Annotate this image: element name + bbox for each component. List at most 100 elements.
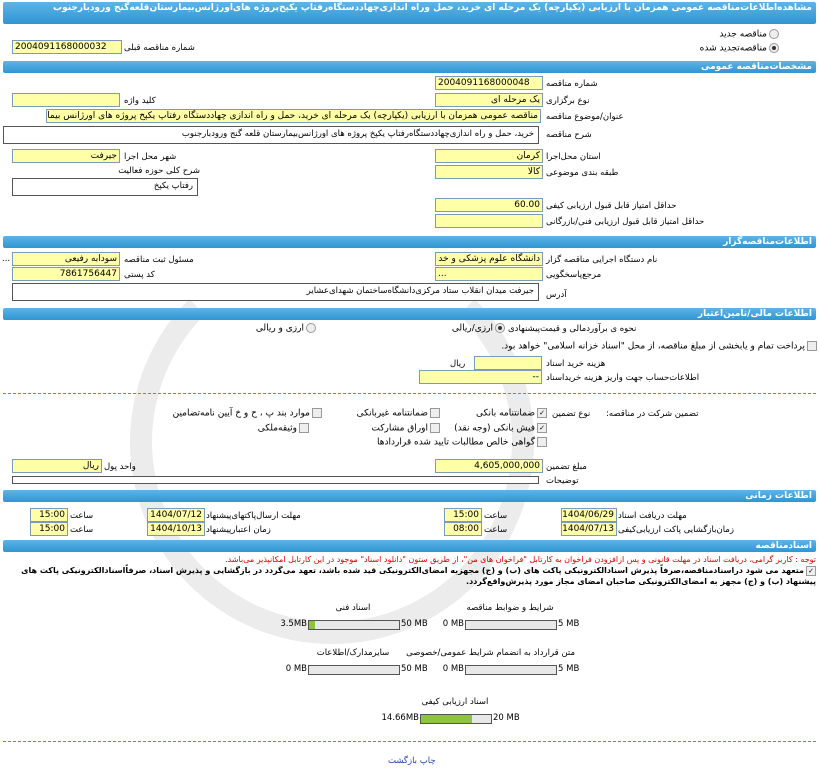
time-label: ساعت bbox=[70, 511, 94, 521]
province-label: استان محل‌اجرا bbox=[546, 152, 601, 162]
guarantee-label: تضمین شرکت در مناقصه: bbox=[606, 409, 699, 419]
reference-label: مرجع‌پاسخگویی bbox=[546, 270, 602, 280]
submit-deadline-label: مهلت ارسال‌پاکتهای‌پیشنهاد bbox=[206, 511, 301, 521]
responsible-label: مسئول ثبت مناقصه bbox=[124, 255, 194, 265]
min-tech-field[interactable] bbox=[435, 214, 543, 228]
keyword-field[interactable] bbox=[12, 93, 120, 107]
file-label: متن قرارداد به انضمام شرایط عمومی/خصوصی bbox=[406, 648, 575, 658]
divider bbox=[3, 393, 816, 394]
time-label: ساعت bbox=[70, 525, 94, 535]
address-box: جیرفت میدان انقلاب ستاد مرکزی‌دانشگاه‌سا… bbox=[12, 283, 539, 301]
description-label: شرح مناقصه bbox=[546, 130, 592, 140]
print-back-link[interactable]: چاپ بازگشت bbox=[388, 756, 436, 766]
section-timing: اطلاعات زمانی bbox=[3, 490, 816, 502]
min-quality-label: حداقل امتیاز قابل قبول ارزیابی کیفی bbox=[546, 201, 677, 211]
radio-both[interactable]: ارزی و ریالی bbox=[256, 323, 316, 334]
file-progress-bar bbox=[420, 714, 492, 724]
subject-field[interactable]: مناقصه عمومی همزمان با ارزیابی (یکپارچه)… bbox=[46, 109, 541, 123]
file-label: سایرمدارک/اطلاعات bbox=[316, 648, 390, 658]
city-field[interactable]: جیرفت bbox=[12, 149, 120, 163]
file-progress-bar bbox=[308, 620, 400, 630]
account-label: اطلاعات‌حساب جهت واریز هزینه خریداسناد bbox=[546, 373, 700, 383]
org-label: نام دستگاه اجرایی مناقصه گزار bbox=[546, 255, 658, 265]
min-quality-field[interactable]: 60.00 bbox=[435, 198, 543, 212]
responsible-more[interactable]: ... bbox=[2, 254, 11, 264]
prev-number-field[interactable]: 2004091168000032 bbox=[12, 40, 122, 54]
activity-label: شرح کلی حوزه فعالیت bbox=[118, 166, 200, 176]
guarantee-receivables[interactable]: گواهی خالص مطالبات تایید شده قراردادها bbox=[377, 437, 547, 448]
guarantee-amount-label: مبلغ تضمین bbox=[546, 462, 587, 472]
file-used: 0 MB bbox=[442, 619, 464, 629]
guarantee-nonbank[interactable]: ضمانتنامه غیربانکی bbox=[357, 408, 440, 419]
account-field[interactable]: -- bbox=[419, 370, 542, 384]
radio-rial[interactable]: ارزی/ریالی bbox=[452, 323, 505, 334]
method-label: نحوه ی برآوردمالی و قیمت‌پیشنهادی bbox=[508, 324, 637, 334]
file-progress-fill bbox=[421, 715, 473, 723]
file-progress-fill bbox=[309, 621, 316, 629]
opening-time[interactable]: 08:00 bbox=[444, 522, 482, 536]
guarantee-bank[interactable]: ✓ضمانتنامه بانکی bbox=[476, 408, 547, 419]
time-label: ساعت bbox=[484, 511, 508, 521]
currency-field[interactable]: ریال bbox=[12, 459, 102, 473]
responsible-field[interactable]: سودابه رفیعی bbox=[12, 252, 120, 266]
radio-renewed-tender[interactable]: مناقصه‌تجدید شده bbox=[700, 43, 779, 54]
address-label: آدرس bbox=[546, 290, 567, 300]
section-general: مشخصات‌مناقصه عمومی bbox=[3, 61, 816, 73]
category-label: طبقه بندی موضوعی bbox=[546, 168, 619, 178]
org-field[interactable]: دانشگاه علوم پزشکی و خد bbox=[435, 252, 543, 266]
section-finance: اطلاعات مالی/تامین‌اعتبار bbox=[3, 308, 816, 320]
prev-number-label: شماره مناقصه قبلی bbox=[124, 43, 195, 53]
validity-field[interactable]: 1404/10/13 bbox=[147, 522, 205, 536]
subject-label: عنوان/موضوع مناقصه bbox=[546, 112, 624, 122]
opening-field[interactable]: 1404/07/13 bbox=[561, 522, 617, 536]
type-field[interactable]: یک مرحله ای bbox=[435, 93, 543, 107]
file-progress-bar bbox=[465, 665, 557, 675]
divider bbox=[3, 741, 816, 742]
guarantee-clauses[interactable]: موارد بند پ ، ح و خ آیین نامه‌تضامین bbox=[173, 408, 322, 419]
doc-cost-label: هزینه خرید اسناد bbox=[546, 359, 606, 369]
file-max: 5 MB bbox=[558, 664, 580, 674]
currency-label: واحد پول bbox=[104, 462, 136, 472]
doc-deadline-time[interactable]: 15:00 bbox=[444, 508, 482, 522]
validity-label: زمان اعتبارپیشنهاد bbox=[206, 525, 271, 535]
min-quality-value: 60.00 bbox=[514, 200, 540, 210]
submit-deadline-field[interactable]: 1404/07/12 bbox=[147, 508, 205, 522]
reference-field[interactable]: ... bbox=[435, 267, 543, 281]
file-label: شرایط و ضوابط مناقصه bbox=[466, 603, 554, 613]
min-tech-label: حداقل امتیاز قابل قبول ارزیابی فنی/بازرگ… bbox=[546, 217, 705, 227]
guarantee-amount-field[interactable]: 4,605,000,000 bbox=[435, 459, 543, 473]
postal-label: کد پستی bbox=[124, 270, 155, 280]
doc-cost-field[interactable] bbox=[474, 356, 542, 370]
section-docs: اسنادمناقصه bbox=[3, 540, 816, 552]
file-max: 50 MB bbox=[401, 664, 428, 674]
province-field[interactable]: کرمان bbox=[435, 149, 543, 163]
doc-cost-unit: ریال bbox=[450, 359, 466, 369]
city-label: شهر محل اجرا bbox=[124, 152, 177, 162]
file-max: 20 MB bbox=[493, 713, 520, 723]
file-label: اسناد فنی bbox=[335, 603, 371, 613]
description-box: خرید، حمل و راه اندازی‌چهاددستگاه‌رفتاپ … bbox=[3, 126, 539, 144]
type-label: نوع برگزاری bbox=[546, 96, 590, 106]
tender-number-label: شماره مناقصه bbox=[546, 79, 598, 89]
file-progress-bar bbox=[308, 665, 400, 675]
section-organizer: اطلاعات‌مناقصه‌گزار bbox=[3, 236, 816, 248]
commit-checkbox[interactable]: ✓متعهد می شود دراسنادمناقصه،صرفاً پذیرش … bbox=[21, 565, 816, 586]
page-title: مشاهده‌اطلاعات‌مناقصه عمومی همزمان با ار… bbox=[3, 2, 816, 24]
submit-deadline-time[interactable]: 15:00 bbox=[30, 508, 68, 522]
doc-deadline-field[interactable]: 1404/06/29 bbox=[561, 508, 617, 522]
file-max: 5 MB bbox=[558, 619, 580, 629]
guarantee-bonds[interactable]: اوراق مشارکت bbox=[371, 423, 440, 434]
radio-new-tender[interactable]: مناقصه جدید bbox=[719, 29, 779, 40]
category-field[interactable]: کالا bbox=[435, 165, 543, 179]
activity-box: رفتاپ یکپخ bbox=[12, 178, 198, 196]
docs-notice: توجه : کاربر گرامی، دریافت اسناد در مهلت… bbox=[225, 555, 816, 564]
guarantee-cash[interactable]: ✓فیش بانکی (وجه نقد) bbox=[454, 423, 547, 434]
treasury-checkbox[interactable]: پرداخت تمام و یابخشی از مبلغ مناقصه، از … bbox=[501, 341, 817, 352]
guarantee-property[interactable]: وثیقه‌ملکی bbox=[258, 423, 309, 434]
validity-time[interactable]: 15:00 bbox=[30, 522, 68, 536]
file-used: 3.5MB bbox=[280, 619, 307, 629]
tender-number-field[interactable]: 2004091168000048 bbox=[435, 76, 543, 90]
postal-field[interactable]: 7861756447 bbox=[12, 267, 120, 281]
file-used: 0 MB bbox=[442, 664, 464, 674]
opening-label: زمان‌بازگشایی پاکت ارزیابی‌کیفی bbox=[618, 525, 734, 535]
